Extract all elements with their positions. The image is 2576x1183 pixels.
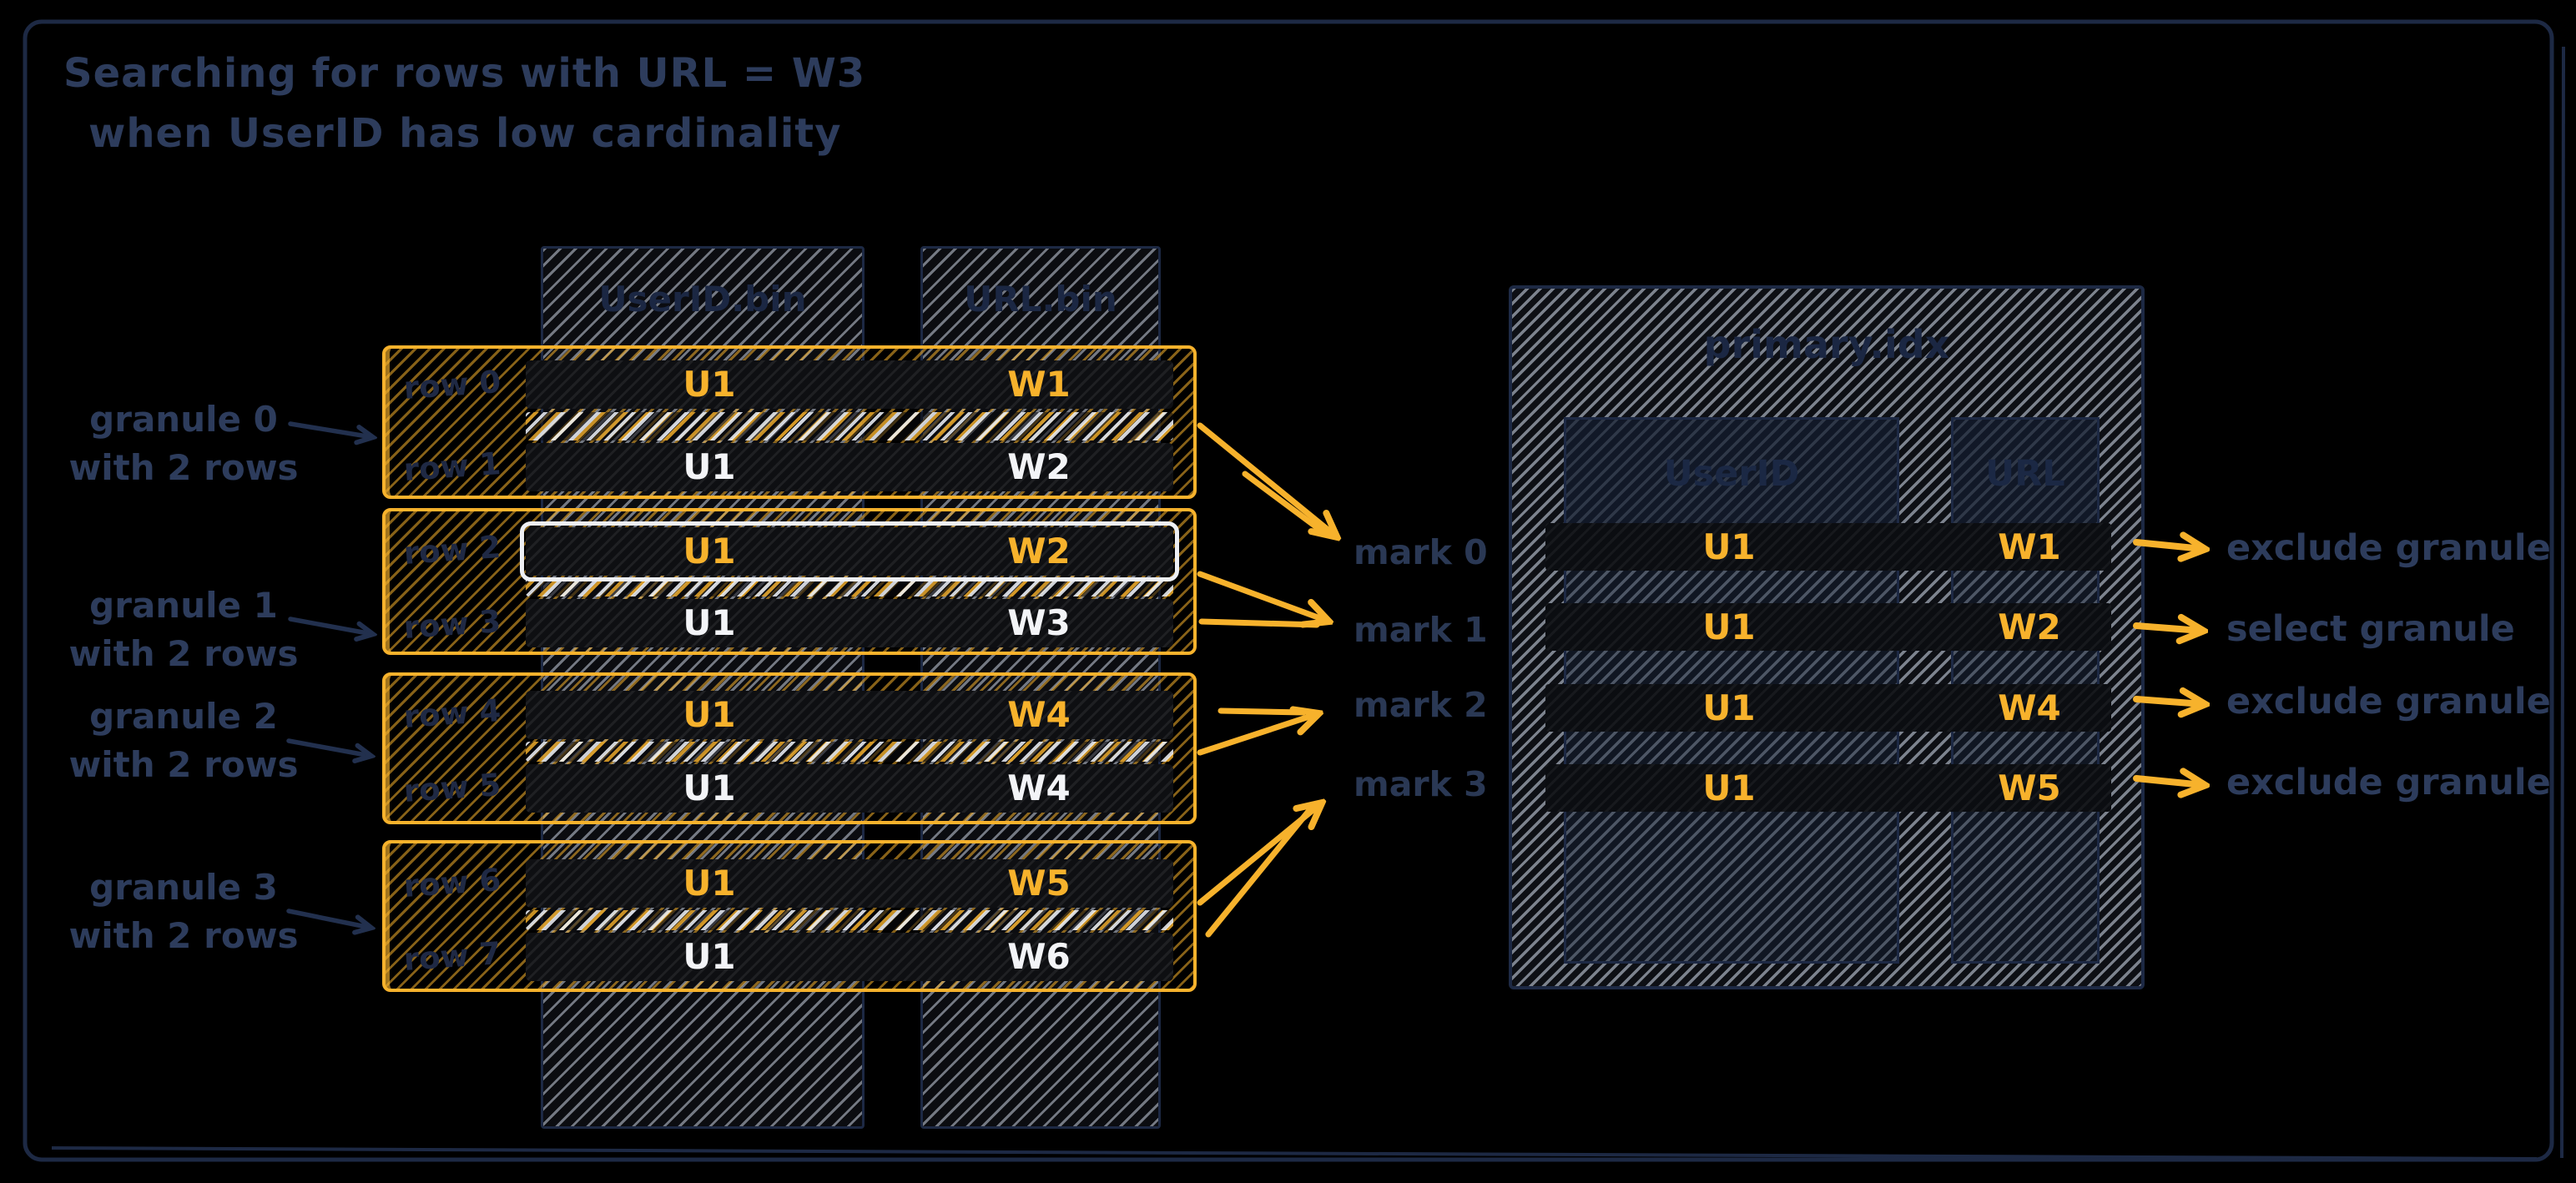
granule-label-line2: with 2 rows bbox=[68, 447, 299, 488]
userid-bin-header: UserID.bin bbox=[598, 279, 807, 320]
granule-label-line2: with 2 rows bbox=[68, 744, 299, 785]
granule-0-separator bbox=[526, 412, 1173, 440]
url-value: W2 bbox=[1998, 607, 2061, 647]
mark-0-label: mark 0 bbox=[1354, 532, 1488, 572]
url-value: W1 bbox=[1998, 526, 2061, 567]
title-line-1: Searching for rows with URL = W3 bbox=[63, 50, 866, 97]
table-row: U1 W4 bbox=[526, 764, 1173, 813]
granule-label-line2: with 2 rows bbox=[68, 915, 299, 956]
arrow-to-mark-1 bbox=[1197, 571, 1327, 621]
diagram-title: Searching for rows with URL = W3 when Us… bbox=[63, 43, 865, 164]
index-row: U1 W5 bbox=[1545, 764, 2111, 812]
arrow-decision-2 bbox=[2133, 699, 2203, 704]
userid-value: U1 bbox=[683, 446, 736, 487]
userid-value: U1 bbox=[683, 863, 736, 904]
arrow-decision-0 bbox=[2133, 542, 2203, 549]
url-value: W1 bbox=[1007, 364, 1071, 405]
primary-idx-title: primary.idx bbox=[1703, 322, 1950, 367]
table-row: U1 W4 bbox=[526, 691, 1173, 739]
userid-value: U1 bbox=[683, 602, 736, 643]
url-value: W4 bbox=[1007, 694, 1071, 735]
url-value: W6 bbox=[1007, 936, 1071, 977]
granule-label-line1: granule 1 bbox=[89, 585, 278, 626]
title-line-2: when UserID has low cardinality bbox=[88, 110, 842, 157]
arrow-to-mark-0 bbox=[1197, 422, 1335, 536]
table-row: U1 W5 bbox=[526, 859, 1173, 908]
index-row: U1 W2 bbox=[1545, 603, 2111, 651]
granule-1-label: granule 1 with 2 rows bbox=[50, 581, 317, 678]
granule-label-line1: granule 3 bbox=[89, 867, 278, 908]
userid-value: U1 bbox=[1702, 607, 1756, 647]
url-value: W5 bbox=[1998, 768, 2061, 808]
decision-label: exclude granule bbox=[2226, 527, 2551, 569]
url-bin-header: URL.bin bbox=[964, 279, 1117, 320]
userid-value: U1 bbox=[683, 936, 736, 977]
decision-label: exclude granule bbox=[2226, 762, 2551, 803]
decision-label: select granule bbox=[2226, 608, 2515, 650]
url-value: W2 bbox=[1007, 446, 1071, 487]
granule-1-separator bbox=[526, 577, 1173, 597]
url-value: W4 bbox=[1998, 687, 2061, 728]
userid-value: U1 bbox=[683, 694, 736, 735]
table-row: U1 W6 bbox=[526, 933, 1173, 981]
granule-2-separator bbox=[526, 742, 1173, 762]
arrow-to-mark-3-tail bbox=[1205, 806, 1313, 938]
userid-value: U1 bbox=[1702, 526, 1756, 567]
table-row: U1 W1 bbox=[526, 360, 1173, 409]
userid-value: U1 bbox=[683, 364, 736, 405]
granule-0-label: granule 0 with 2 rows bbox=[50, 395, 317, 492]
arrow-to-mark-1-tail bbox=[1198, 618, 1320, 628]
mark-1-label: mark 1 bbox=[1354, 610, 1488, 650]
arrow-to-mark-2 bbox=[1197, 714, 1317, 756]
granule-3-label: granule 3 with 2 rows bbox=[50, 863, 317, 960]
url-value: W3 bbox=[1007, 602, 1071, 643]
arrow-to-mark-2-tail bbox=[1217, 707, 1307, 716]
primary-idx-userid-header: UserID bbox=[1566, 420, 1897, 528]
arrow-to-mark-3 bbox=[1197, 804, 1320, 906]
url-value: W2 bbox=[1007, 531, 1071, 571]
table-row: U1 W2 bbox=[526, 443, 1173, 491]
granule-label-line2: with 2 rows bbox=[68, 633, 299, 674]
table-row-highlighted: U1 W2 bbox=[520, 521, 1179, 581]
userid-value: U1 bbox=[683, 531, 736, 571]
granule-3-separator bbox=[526, 910, 1173, 930]
userid-value: U1 bbox=[683, 768, 736, 808]
url-value: W5 bbox=[1007, 863, 1071, 904]
mark-2-label: mark 2 bbox=[1354, 685, 1488, 725]
granule-label-line1: granule 0 bbox=[89, 399, 278, 440]
arrow-decision-1 bbox=[2133, 626, 2201, 631]
index-row: U1 W4 bbox=[1545, 684, 2111, 732]
url-value: W4 bbox=[1007, 768, 1071, 808]
mark-3-label: mark 3 bbox=[1354, 764, 1488, 804]
index-row: U1 W1 bbox=[1545, 523, 2111, 571]
primary-idx-url-header: URL bbox=[1953, 420, 2097, 528]
arrow-decision-3 bbox=[2133, 778, 2203, 785]
granule-2-label: granule 2 with 2 rows bbox=[50, 692, 317, 789]
userid-value: U1 bbox=[1702, 687, 1756, 728]
granule-label-line1: granule 2 bbox=[89, 696, 278, 737]
table-row: U1 W3 bbox=[526, 599, 1173, 647]
userid-value: U1 bbox=[1702, 768, 1756, 808]
decision-label: exclude granule bbox=[2226, 681, 2551, 722]
arrow-to-mark-0-tail bbox=[1242, 471, 1327, 536]
